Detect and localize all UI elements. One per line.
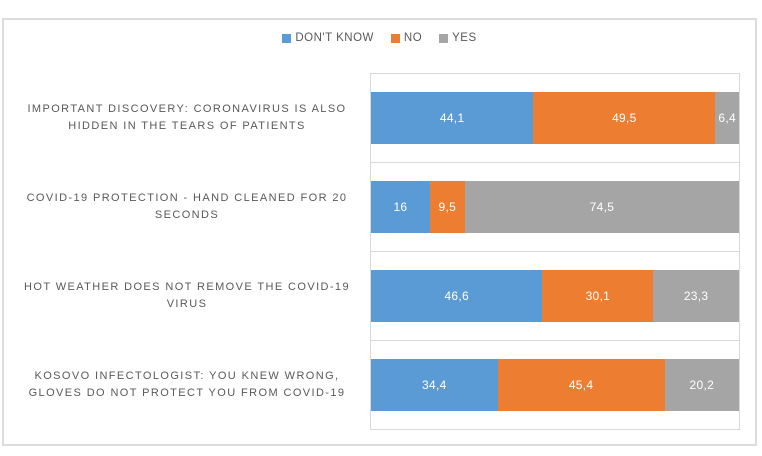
legend-marker-no — [390, 33, 400, 43]
data-label: 46,6 — [444, 289, 470, 303]
bar-segment-yes: 23,3 — [653, 270, 739, 322]
legend-item-dont-know: DON'T KNOW — [282, 32, 374, 44]
stacked-bar: 16 9,5 74,5 — [371, 181, 739, 233]
plot-area: 44,1 49,5 6,4 16 9,5 74,5 46,6 30,1 23,3 — [370, 73, 740, 430]
data-label: 49,5 — [612, 111, 637, 125]
legend-label-dont-know: DON'T KNOW — [295, 32, 374, 44]
bar-segment-no: 30,1 — [542, 270, 654, 322]
bar-segment-dont-know: 44,1 — [371, 92, 534, 144]
category-label-tears: IMPORTANT DISCOVERY: CORONAVIRUS IS ALSO… — [27, 102, 347, 132]
bar-segment-no: 45,4 — [497, 359, 665, 411]
data-label: 23,3 — [683, 289, 709, 303]
data-label: 6,4 — [718, 111, 736, 125]
bar-row: 34,4 45,4 20,2 — [371, 341, 739, 429]
legend-marker-dont-know — [282, 33, 292, 43]
legend: DON'T KNOW NO YES — [4, 32, 755, 44]
bar-segment-no: 49,5 — [533, 92, 716, 144]
chart-frame: DON'T KNOW NO YES IMPORTANT DISCOVERY: C… — [2, 18, 757, 446]
bar-row: 44,1 49,5 6,4 — [371, 74, 739, 163]
bar-segment-yes: 20,2 — [664, 359, 739, 411]
stacked-bar: 34,4 45,4 20,2 — [371, 359, 739, 411]
data-label: 30,1 — [585, 289, 611, 303]
bar-row: 46,6 30,1 23,3 — [371, 252, 739, 341]
category-label-hot-weather: HOT WEATHER DOES NOT REMOVE THE COVID-19… — [24, 281, 350, 311]
category-label-gloves: KOSOVO INFECTOLOGIST: YOU KNEW WRONG, GL… — [28, 370, 346, 400]
category-labels: IMPORTANT DISCOVERY: CORONAVIRUS IS ALSO… — [6, 73, 368, 430]
legend-label-yes: YES — [452, 32, 477, 44]
legend-marker-yes — [439, 33, 449, 43]
legend-label-no: NO — [403, 32, 423, 44]
data-label: 45,4 — [568, 378, 594, 392]
bar-segment-dont-know: 46,6 — [371, 270, 543, 322]
data-label: 9,5 — [438, 200, 457, 214]
bar-segment-yes: 6,4 — [715, 92, 739, 144]
bar-row: 16 9,5 74,5 — [371, 163, 739, 252]
data-label: 34,4 — [422, 378, 447, 392]
legend-item-yes: YES — [439, 32, 477, 44]
data-label: 20,2 — [689, 378, 715, 392]
stacked-bar: 46,6 30,1 23,3 — [371, 270, 739, 322]
bar-segment-no: 9,5 — [429, 181, 465, 233]
category-label-hand-cleaning: COVID-19 PROTECTION - HAND CLEANED FOR 2… — [26, 191, 348, 221]
data-label: 16 — [393, 200, 408, 214]
data-label: 44,1 — [439, 111, 465, 125]
legend-item-no: NO — [390, 32, 423, 44]
bar-segment-yes: 74,5 — [464, 181, 739, 233]
data-label: 74,5 — [589, 200, 615, 214]
bar-segment-dont-know: 16 — [371, 181, 430, 233]
bar-segment-dont-know: 34,4 — [371, 359, 498, 411]
stacked-bar: 44,1 49,5 6,4 — [371, 92, 739, 144]
